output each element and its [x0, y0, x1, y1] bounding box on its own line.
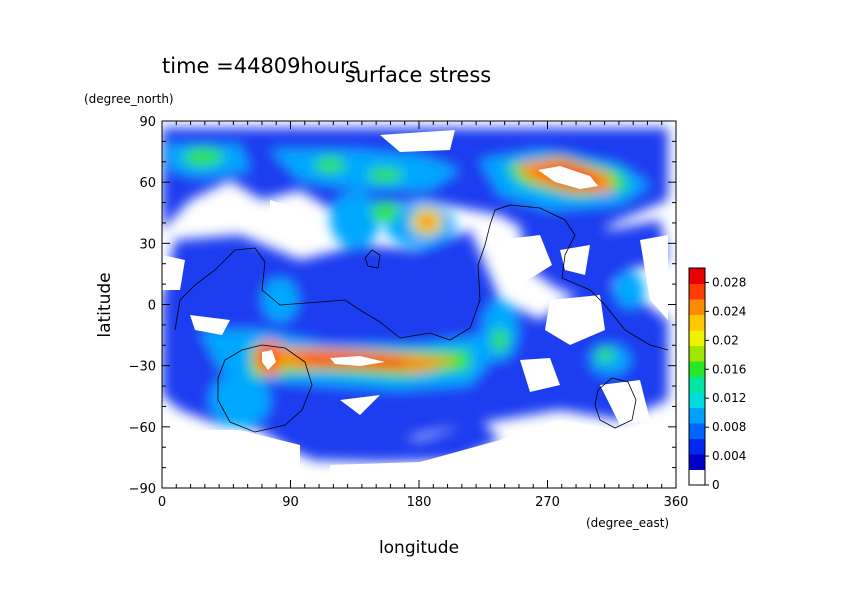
y-tick-labels: 90 60 30 0 −30 −60 −90: [129, 115, 156, 497]
colorbar-tick-label: 0: [712, 478, 720, 492]
colorbar-tick-labels: 0 0.004 0.008 0.012 0.016 0.02 0.024 0.028: [712, 275, 746, 492]
colorbar-segment: [689, 423, 705, 439]
colorbar-tick-label: 0.028: [712, 275, 746, 289]
time-label: time =44809hours: [162, 54, 360, 78]
colorbar-tick-label: 0.004: [712, 449, 746, 463]
y-units-label: (degree_north): [84, 92, 174, 106]
colorbar-segment: [689, 299, 705, 315]
coastlines: [174, 204, 669, 433]
y-axis-title: latitude: [95, 272, 115, 337]
colorbar-tick-label: 0.02: [712, 333, 739, 347]
colorbar-segment: [689, 314, 705, 331]
colorbar-segment: [689, 392, 705, 408]
y-tick-label: 0: [148, 299, 156, 314]
y-tick-label: 60: [139, 176, 156, 191]
colorbar-segment: [689, 330, 705, 346]
colorbar-tick-label: 0.008: [712, 420, 746, 434]
colorbar-segment: [689, 454, 705, 470]
axis-ticks: [161, 120, 677, 489]
colorbar-tick-label: 0.024: [712, 304, 746, 318]
colorbar-tick-label: 0.012: [712, 391, 746, 405]
colorbar: [688, 267, 709, 486]
y-tick-label: −30: [129, 360, 156, 375]
y-tick-label: 90: [139, 115, 156, 130]
colorbar-frame: [688, 267, 706, 486]
colorbar-segment: [689, 469, 705, 486]
x-tick-label: 0: [158, 495, 166, 510]
x-tick-labels: 0 90 180 270 360: [158, 495, 689, 510]
x-tick-label: 90: [282, 495, 299, 510]
chart-title: surface stress: [345, 63, 491, 87]
stress-field: [162, 121, 676, 488]
y-tick-label: 30: [139, 237, 156, 252]
x-tick-label: 270: [535, 495, 560, 510]
x-units-label: (degree_east): [586, 516, 669, 530]
colorbar-segment: [689, 407, 705, 424]
y-tick-label: −60: [129, 421, 156, 436]
y-tick-label: −90: [129, 482, 156, 497]
x-axis-title: longitude: [379, 538, 459, 558]
colorbar-segment: [689, 361, 705, 377]
x-tick-label: 180: [407, 495, 432, 510]
colorbar-segment: [689, 345, 705, 362]
x-tick-label: 360: [664, 495, 689, 510]
colorbar-tick-label: 0.016: [712, 362, 746, 376]
colorbar-segment: [689, 376, 705, 393]
colorbar-segment: [689, 438, 705, 455]
colorbar-segment: [689, 283, 705, 300]
colorbar-segment: [689, 268, 705, 284]
